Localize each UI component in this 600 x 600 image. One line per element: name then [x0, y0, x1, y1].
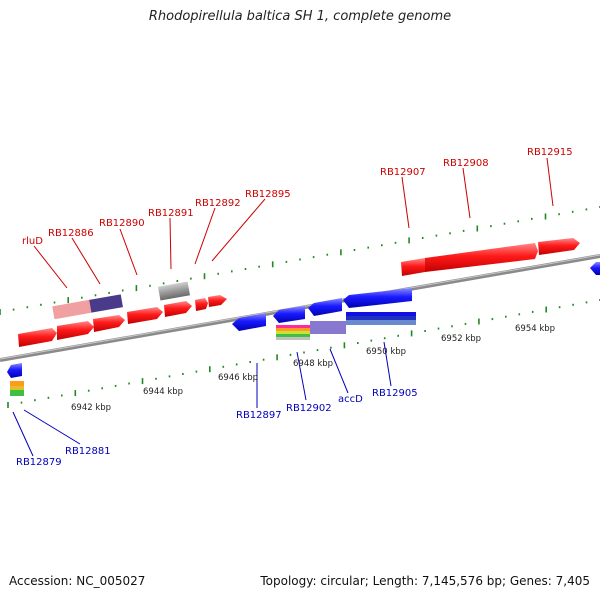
- gene-label-RB12892[interactable]: RB12892: [195, 198, 241, 209]
- feature-stack-yellow: [276, 331, 310, 334]
- scale-label: 6944 kbp: [143, 387, 183, 397]
- forward-leader-lines: [33, 157, 554, 289]
- gene-fwd-arrow-3[interactable]: [93, 315, 125, 332]
- scale-label: 6952 kbp: [441, 334, 481, 344]
- gene-label-RB12907[interactable]: RB12907: [380, 167, 426, 178]
- forward-genes: [52, 238, 580, 320]
- feature-stack-orange: [276, 328, 310, 331]
- genome-summary-text: Topology: circular; Length: 7,145,576 bp…: [260, 574, 590, 588]
- reverse-leader-lines: [12, 341, 392, 457]
- feature-stack-grey: [276, 337, 310, 340]
- gene-label-RB12881[interactable]: RB12881: [65, 446, 111, 457]
- forward-tick-track: [0, 206, 600, 315]
- gene-label-RB12908[interactable]: RB12908: [443, 158, 489, 169]
- reverse-tick-track: [7, 299, 600, 408]
- gene-label-RB12915[interactable]: RB12915: [527, 147, 573, 158]
- forward-genes-row2: [18, 301, 192, 347]
- scale-label: 6942 kbp: [71, 403, 111, 413]
- gene-RB12908-arrow[interactable]: [425, 243, 538, 272]
- map-title: Rhodopirellula baltica SH 1, complete ge…: [148, 9, 452, 24]
- feature-small-yellow: [10, 386, 24, 390]
- feature-stack-green: [276, 334, 310, 337]
- gene-accD-block[interactable]: [310, 321, 346, 334]
- gene-RB12892-arrow[interactable]: [195, 298, 208, 311]
- gene-label-accD[interactable]: accD: [338, 394, 363, 405]
- gene-label-RB12891[interactable]: RB12891: [148, 208, 194, 219]
- feature-small-green: [10, 390, 24, 396]
- gene-RB12915-arrow[interactable]: [538, 238, 580, 255]
- gene-rev-arrow-3[interactable]: [308, 298, 342, 316]
- gene-RB12905-band-1[interactable]: [346, 316, 416, 320]
- gene-RB12891-block[interactable]: [158, 281, 190, 301]
- scale-label: 6950 kbp: [366, 347, 406, 357]
- accession-text: Accession: NC_005027: [9, 574, 146, 588]
- gene-fwd-arrow-2[interactable]: [57, 321, 94, 340]
- scale-label: 6948 kbp: [293, 359, 333, 369]
- gene-label-rluD[interactable]: rluD: [22, 236, 43, 247]
- gene-RB12905-band-0[interactable]: [346, 312, 416, 316]
- gene-RB12879-arrow[interactable]: [7, 363, 22, 378]
- gene-rev-arrow-edge[interactable]: [590, 262, 600, 275]
- gene-rev-arrow-4[interactable]: [343, 288, 412, 308]
- scale-label: 6946 kbp: [218, 373, 258, 383]
- gene-label-RB12897[interactable]: RB12897: [236, 410, 282, 421]
- reverse-genes: [7, 262, 600, 396]
- scale-labels: 6942 kbp 6944 kbp 6946 kbp 6948 kbp 6950 kbp…: [71, 324, 555, 413]
- feature-small-orange: [10, 381, 24, 386]
- gene-rluD-alt-block[interactable]: [89, 294, 123, 313]
- gene-label-RB12902[interactable]: RB12902: [286, 403, 332, 414]
- gene-label-RB12886[interactable]: RB12886: [48, 228, 94, 239]
- scale-label: 6954 kbp: [515, 324, 555, 334]
- gene-label-RB12890[interactable]: RB12890: [99, 218, 145, 229]
- gene-fwd-arrow-5[interactable]: [164, 301, 192, 317]
- gene-fwd-arrow-1[interactable]: [18, 328, 57, 347]
- gene-RB12907-block[interactable]: [401, 258, 425, 276]
- gene-label-RB12879[interactable]: RB12879: [16, 457, 62, 468]
- gene-RB12905-band-2[interactable]: [346, 320, 416, 325]
- gene-fwd-arrow-4[interactable]: [127, 307, 163, 324]
- gene-label-RB12905[interactable]: RB12905: [372, 388, 418, 399]
- gene-RB12895-arrow[interactable]: [208, 295, 227, 307]
- feature-stack-magenta: [276, 325, 310, 328]
- gene-rev-arrow-2[interactable]: [273, 306, 305, 323]
- gene-label-RB12895[interactable]: RB12895: [245, 189, 291, 200]
- gene-rev-arrow-1[interactable]: [232, 313, 266, 331]
- gene-rluD-block[interactable]: [52, 299, 92, 320]
